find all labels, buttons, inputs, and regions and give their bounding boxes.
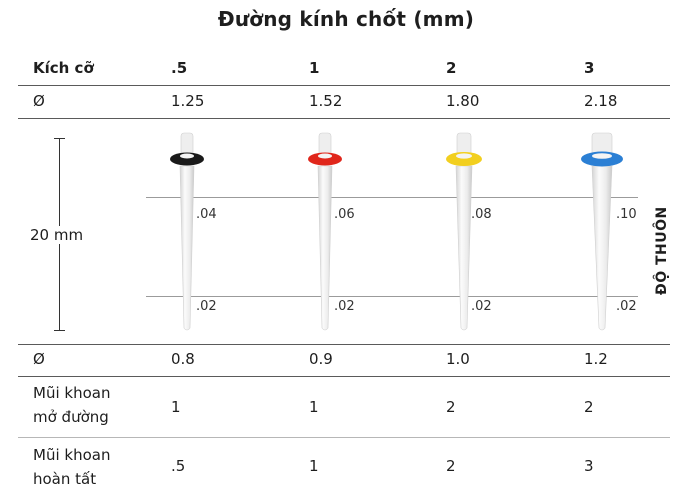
opening-drill-value: 2 xyxy=(446,398,456,416)
taper-guide-line-bottom xyxy=(146,296,638,297)
finishing-drill-value: 1 xyxy=(309,457,319,475)
opening-drill-value: 1 xyxy=(309,398,319,416)
divider xyxy=(18,85,670,86)
divider xyxy=(18,344,670,345)
size-header-label: Kích cỡ xyxy=(33,59,94,77)
collar-yellow xyxy=(446,152,482,166)
opening-drill-label-line1: Mũi khoan xyxy=(33,384,111,402)
opening-drill-label: Mũi khoan mở đường xyxy=(33,381,110,429)
size-header-3: 3 xyxy=(584,59,595,77)
bottom-diameter-label: Ø xyxy=(33,350,45,368)
top-diameter-value: 1.80 xyxy=(446,92,480,110)
bottom-diameter-value: 0.9 xyxy=(309,350,333,368)
length-scale-tick xyxy=(54,138,65,139)
taper-bottom-label: .02 xyxy=(196,299,217,314)
opening-drill-value: 1 xyxy=(171,398,181,416)
top-diameter-label: Ø xyxy=(33,92,45,110)
bottom-diameter-value: 1.2 xyxy=(584,350,608,368)
finishing-drill-value: 3 xyxy=(584,457,594,475)
taper-top-label: .10 xyxy=(616,207,637,222)
pin-size-05 xyxy=(170,132,204,331)
opening-drill-label-line2: mở đường xyxy=(33,408,109,426)
collar-red xyxy=(308,152,342,166)
bottom-diameter-value: 0.8 xyxy=(171,350,195,368)
taper-bottom-label: .02 xyxy=(471,299,492,314)
pin-size-3 xyxy=(581,132,623,331)
bottom-diameter-value: 1.0 xyxy=(446,350,470,368)
finishing-drill-value: .5 xyxy=(171,457,186,475)
taper-guide-line-top xyxy=(146,197,638,198)
taper-bottom-label: .02 xyxy=(334,299,355,314)
pin-size-1 xyxy=(308,132,342,331)
taper-bottom-label: .02 xyxy=(616,299,637,314)
finishing-drill-value: 2 xyxy=(446,457,456,475)
size-header-2: 2 xyxy=(446,59,457,77)
pin-size-2 xyxy=(446,132,482,331)
divider xyxy=(18,437,670,438)
taper-top-label: .06 xyxy=(334,207,355,222)
finishing-drill-label-line2: hoàn tất xyxy=(33,470,97,488)
divider xyxy=(18,376,670,377)
top-diameter-value: 1.52 xyxy=(309,92,343,110)
collar-black xyxy=(170,152,204,166)
finishing-drill-label: Mũi khoan hoàn tất xyxy=(33,443,110,491)
top-diameter-value: 2.18 xyxy=(584,92,618,110)
size-header-1: 1 xyxy=(309,59,320,77)
opening-drill-value: 2 xyxy=(584,398,594,416)
finishing-drill-label-line1: Mũi khoan xyxy=(33,446,111,464)
length-scale-tick xyxy=(54,330,65,331)
size-header-05: .5 xyxy=(171,59,188,77)
taper-top-label: .08 xyxy=(471,207,492,222)
length-label: 20 mm xyxy=(28,226,86,244)
taper-top-label: .04 xyxy=(196,207,217,222)
top-diameter-value: 1.25 xyxy=(171,92,205,110)
divider xyxy=(18,118,670,119)
taper-side-label: ĐỘ THUÔN xyxy=(654,206,670,296)
page-title: Đường kính chốt (mm) xyxy=(217,7,475,31)
collar-blue xyxy=(581,151,623,167)
